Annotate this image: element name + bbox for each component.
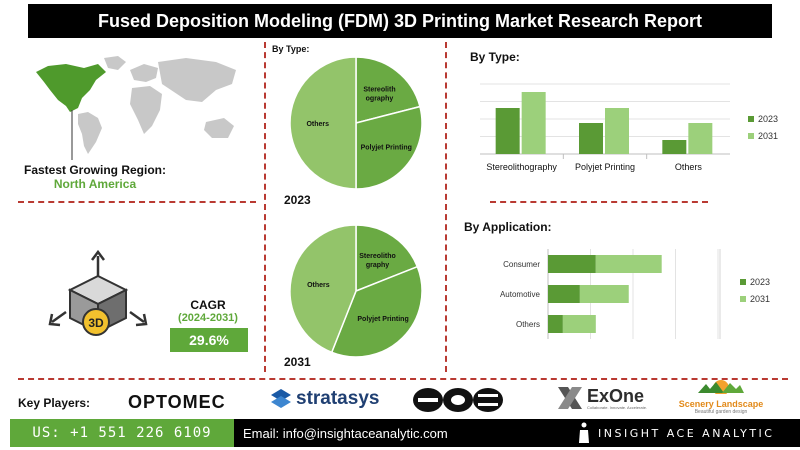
pie-2023-label-0: Stereolith (363, 86, 395, 93)
type-bar-0-1 (579, 123, 603, 154)
optomec-logo: OPTOMEC (128, 392, 226, 412)
app-category-label: Others (516, 320, 540, 329)
report-title: Fused Deposition Modeling (FDM) 3D Print… (28, 4, 772, 38)
type-category-label: Polyjet Printing (575, 162, 635, 172)
pie-2023-slice-0 (355, 56, 421, 124)
divider-vertical-1 (264, 42, 266, 372)
pie-2023-label-1: Polyjet Printing (361, 144, 412, 151)
insight-ace-logo-icon (579, 422, 589, 443)
pie-2031-label-0: Stereolitho (359, 253, 396, 260)
type-bar-1-1 (605, 108, 629, 154)
scenery-landscape-logo: Scenery Landscape Beautiful garden desig… (676, 376, 766, 415)
landscape-mark-icon (698, 380, 744, 396)
app-bar-0-0 (548, 255, 596, 273)
map-north-america (36, 64, 106, 112)
type-category-label: Others (675, 162, 703, 172)
app-legend-swatch-0 (740, 279, 746, 285)
growth-region-label: Fastest Growing Region: (23, 163, 166, 177)
app-bar-0-2 (548, 315, 563, 333)
app-legend-swatch-1 (740, 296, 746, 302)
footer-brand: INSIGHT ACE ANALYTIC (598, 426, 775, 440)
by-type-bar-chart: Stereolithography Polyjet Printing Others 2… (480, 83, 778, 172)
pie-chart-2031: Stereolitho graphy Polyjet Printing Others (289, 224, 423, 358)
by-application-bar-chart: Consumer Automotive Others 2023 2031 (500, 249, 770, 339)
footer-email[interactable]: Email: info@insightaceanalytic.com (243, 425, 448, 441)
type-category-label: Stereolithography (486, 162, 557, 172)
pie-chart-2023: Stereolith ography Polyjet Printing Others (289, 56, 423, 190)
cagr-period: (2024-2031) (178, 312, 238, 324)
app-bar-0-1 (548, 285, 580, 303)
eos-wordmark-icon (413, 388, 503, 412)
key-players-label: Key Players: (18, 396, 91, 410)
app-category-label: Consumer (503, 260, 540, 269)
app-bar-1-2 (562, 315, 596, 333)
type-bar-0-2 (662, 140, 687, 154)
footer-bar (234, 419, 800, 447)
by-application-heading: By Application: (464, 220, 552, 234)
world-map (26, 50, 251, 160)
footer-phone[interactable]: US: +1 551 226 6109 (10, 419, 234, 447)
pie-section-heading: By Type: (272, 44, 310, 54)
app-category-label: Automotive (500, 290, 541, 299)
divider-bottom (18, 378, 788, 380)
divider-vertical-2 (445, 42, 447, 372)
pie-2023-label-0: ography (366, 95, 394, 102)
map-australia (204, 118, 234, 138)
type-bar-1-2 (688, 123, 713, 154)
cagr-value: 29.6% (170, 328, 248, 352)
map-greenland (104, 56, 126, 70)
map-asia (158, 58, 236, 102)
divider-right (490, 201, 708, 203)
pie-2031-slice-1 (330, 265, 423, 358)
type-bar-1-0 (521, 92, 546, 154)
by-type-heading: By Type: (470, 50, 520, 64)
stratasys-mark-icon (271, 389, 291, 408)
type-legend-label-1: 2031 (758, 131, 778, 141)
pie-2031-label-1: Polyjet Printing (357, 316, 408, 323)
cagr-label: CAGR (190, 298, 226, 312)
eos-logo (412, 386, 504, 414)
type-legend-label-0: 2023 (758, 114, 778, 124)
svg-text:3D: 3D (88, 316, 104, 330)
pie-2031-label-2: Others (307, 282, 330, 289)
growth-region-value: North America (53, 177, 137, 191)
app-legend-label-1: 2031 (750, 294, 770, 304)
pie-year-2031: 2031 (284, 355, 311, 369)
map-africa (130, 86, 162, 134)
3d-cube-icon: 3D (48, 248, 148, 344)
map-south-america (78, 112, 102, 154)
pie-2023-slice-1 (355, 105, 423, 190)
pie-2023-slice-2 (289, 56, 357, 190)
type-legend-swatch-0 (748, 116, 754, 122)
pie-2031-slice-0 (355, 224, 419, 293)
type-bar-0-0 (495, 108, 520, 154)
app-legend-label-0: 2023 (750, 277, 770, 287)
stratasys-logo: stratasys (270, 388, 379, 410)
divider-left (18, 201, 256, 203)
pie-2031-label-0: graphy (366, 262, 389, 269)
pie-2031-slice-2 (289, 224, 357, 354)
map-europe (130, 64, 158, 82)
exone-mark-icon (558, 387, 582, 409)
app-bar-1-1 (579, 285, 629, 303)
type-legend-swatch-1 (748, 133, 754, 139)
pie-2023-label-2: Others (306, 121, 329, 128)
pie-year-2023: 2023 (284, 193, 311, 207)
exone-logo: ExOne Collaborate. Innovate. Accelerate. (556, 385, 647, 411)
app-bar-1-0 (595, 255, 662, 273)
